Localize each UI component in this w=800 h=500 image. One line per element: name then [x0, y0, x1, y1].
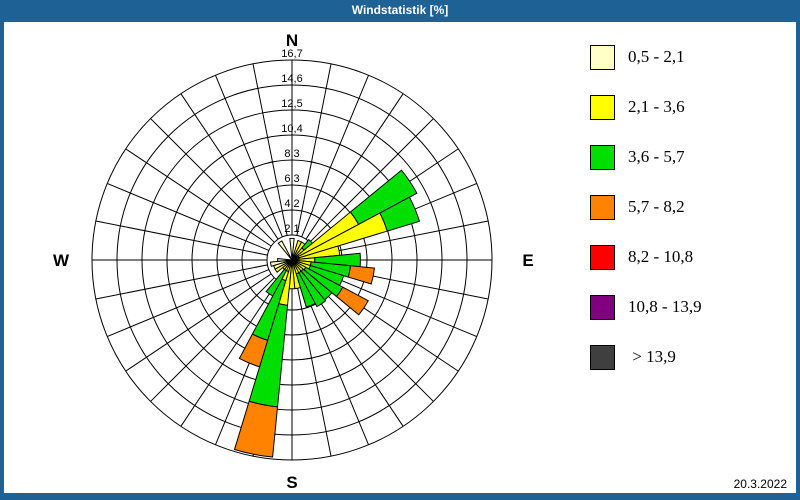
grid-spoke [305, 93, 404, 240]
grid-spoke [107, 182, 270, 251]
grid-spoke [309, 118, 434, 243]
window-border-right [796, 0, 800, 500]
grid-spoke [309, 277, 434, 402]
legend-swatch-purple [590, 295, 615, 320]
compass-label-n: N [286, 31, 298, 50]
grid-spoke [95, 264, 268, 300]
petal-sector-191.25 [233, 400, 279, 458]
grid-spoke [125, 273, 272, 372]
legend-label: > 13,9 [628, 347, 676, 366]
grid-spoke [150, 118, 275, 243]
ring-label: 12,5 [281, 98, 302, 110]
petal-sector-270 [277, 258, 293, 262]
petal-sector-202.5 [238, 333, 269, 368]
legend-label: 0,5 - 2,1 [628, 47, 685, 66]
legend-label: 10,8 - 13,9 [628, 297, 702, 316]
ring-label: 2,1 [284, 223, 299, 235]
date-label: 20.3.2022 [733, 477, 787, 491]
grid-spoke [305, 280, 404, 427]
petal-sector-101.25 [347, 265, 375, 285]
legend-item: 3,6 - 5,7 [590, 145, 800, 170]
window-border-bottom [0, 493, 800, 500]
grid-spoke [252, 63, 288, 236]
compass-label-s: S [286, 473, 297, 492]
grid-spoke [301, 75, 370, 238]
petal-sector-67.5 [379, 196, 421, 232]
grid-spoke [214, 75, 283, 238]
ring-label: 4,2 [284, 198, 299, 210]
grid-spoke [301, 282, 370, 445]
title-bar [0, 0, 800, 22]
legend-label: 2,1 - 3,6 [628, 97, 685, 116]
grid-spoke [95, 220, 268, 256]
grid-spoke [125, 148, 272, 247]
legend-item: 8,2 - 10,8 [590, 245, 800, 270]
ring-label: 16,7 [281, 48, 302, 60]
window-border-left [0, 0, 4, 500]
ring-label: 10,4 [281, 123, 302, 135]
petal-sector-213.75 [265, 268, 288, 297]
legend-label: 8,2 - 10,8 [628, 247, 694, 266]
legend-item: 0,5 - 2,1 [590, 45, 800, 70]
ring-label: 8,3 [284, 148, 299, 160]
petal-sector-123.75 [335, 286, 369, 316]
grid-spoke [316, 220, 489, 256]
grid-spoke [107, 269, 270, 338]
window-title: Windstatistik [%] [351, 3, 449, 17]
grid-spoke [296, 284, 332, 457]
legend-swatch-orange [590, 195, 615, 220]
legend-swatch-red [590, 245, 615, 270]
legend-label: 5,7 - 8,2 [628, 197, 685, 216]
ring-label: 6,3 [284, 173, 299, 185]
petal-sector-56.25 [349, 169, 418, 226]
legend-item: 10,8 - 13,9 [590, 295, 800, 320]
legend-label: 3,6 - 5,7 [628, 147, 685, 166]
petal-sector-258.75 [269, 259, 293, 267]
petal-sector-0 [289, 237, 295, 261]
legend-swatch-cream [590, 45, 615, 70]
grid-spoke [180, 93, 279, 240]
compass-label-e: E [522, 251, 533, 270]
petal-sector-146.25 [298, 270, 327, 308]
grid-spoke [150, 277, 275, 402]
petal-sector-326.25 [277, 240, 293, 261]
grid-spoke [296, 63, 332, 236]
petal-sector-157.5 [295, 272, 316, 308]
ring-label: 14,6 [281, 73, 302, 85]
legend-item: 2,1 - 3,6 [590, 95, 800, 120]
legend-item: > 13,9 [590, 345, 800, 370]
legend-swatch-dark_gray [590, 345, 615, 370]
legend-item: 5,7 - 8,2 [590, 195, 800, 220]
compass-label-w: W [53, 251, 70, 270]
legend-swatch-yellow [590, 95, 615, 120]
legend-swatch-green [590, 145, 615, 170]
grid-spoke [180, 280, 279, 427]
